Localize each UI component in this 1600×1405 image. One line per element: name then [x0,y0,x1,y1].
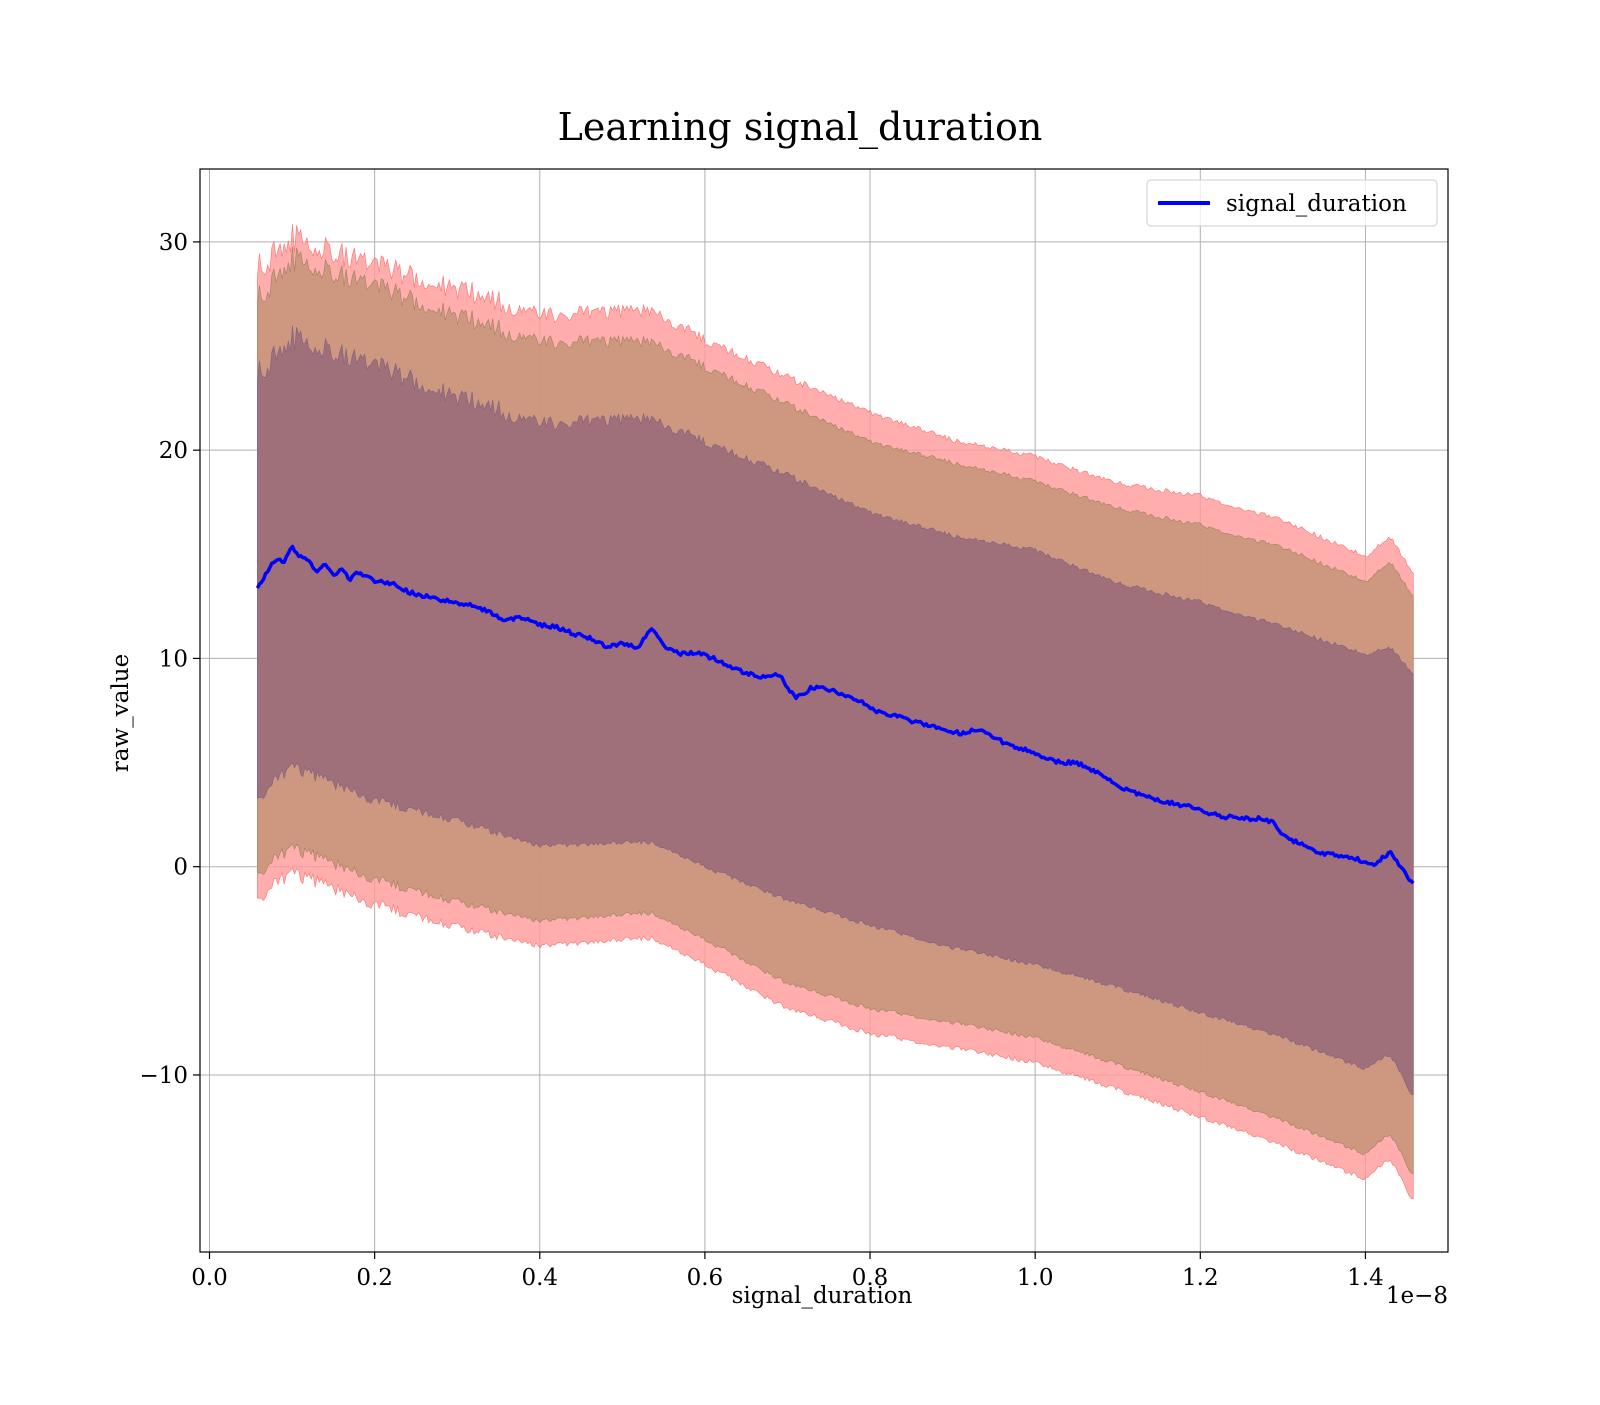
y-tick-label: 0 [173,855,188,881]
confidence-bands [257,223,1414,1199]
x-axis-ticks: 0.0 0.2 0.4 0.6 0.8 1.0 1.2 1.4 [191,1252,1384,1291]
inner-band [257,325,1414,1096]
x-tick-label: 0.6 [687,1265,724,1291]
chart-title: Learning signal_duration [558,105,1043,150]
x-axis-offset-label: 1e−8 [1386,1283,1448,1309]
y-tick-label: 30 [159,230,188,256]
x-tick-label: 1.2 [1182,1265,1219,1291]
x-tick-label: 0.4 [521,1265,558,1291]
x-tick-label: 0.8 [852,1265,889,1291]
y-tick-label: 20 [159,438,188,464]
legend-entry-label: signal_duration [1226,191,1407,217]
x-axis-label: signal_duration [732,1283,913,1309]
series-line-signal-duration [255,544,1415,885]
x-tick-label: 1.0 [1017,1265,1054,1291]
legend: signal_duration [1146,179,1438,227]
y-tick-label: −10 [139,1063,188,1089]
y-axis-ticks: −10 0 10 20 30 [139,230,200,1089]
series-lines [255,544,1415,885]
legend-box [1146,179,1438,227]
x-tick-label: 0.2 [356,1265,393,1291]
plot-area-frame [199,168,1449,1253]
x-tick-label: 0.0 [191,1265,228,1291]
y-tick-label: 10 [159,646,188,672]
y-axis-label: raw_value [108,654,134,772]
x-tick-label: 1.4 [1347,1265,1384,1291]
